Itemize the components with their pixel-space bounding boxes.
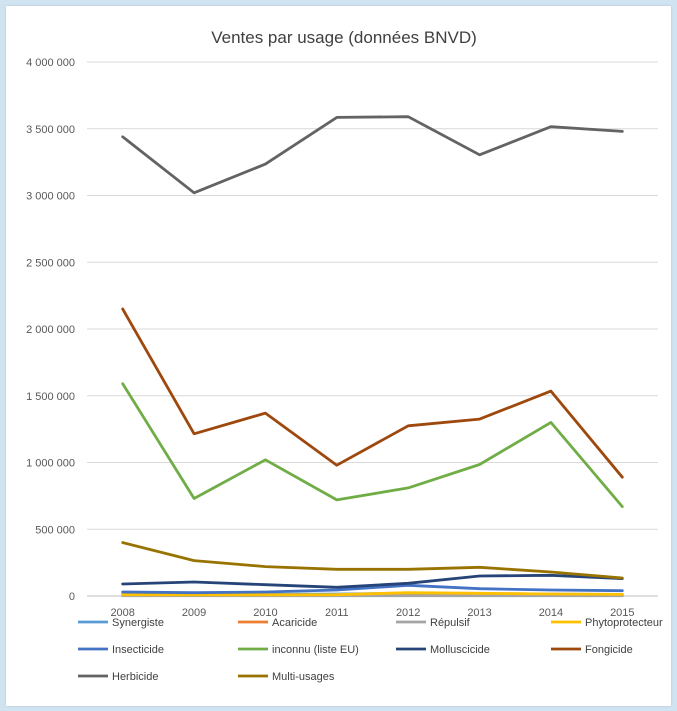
legend-label: Acaricide	[272, 617, 317, 629]
y-axis-tick-labels: 0 500 000 1 000 000 1 500 000 2 000 000 2 500…	[26, 57, 75, 603]
line-chart: Ventes par usage (données BNVD) 0 500 000…	[26, 28, 663, 683]
y-tick-label: 3 000 000	[26, 191, 75, 203]
chart-panel: Ventes par usage (données BNVD) 0 500 000…	[6, 6, 671, 706]
y-tick-label: 4 000 000	[26, 57, 75, 69]
chart-title: Ventes par usage (données BNVD)	[211, 28, 477, 47]
x-tick-label: 2011	[325, 607, 349, 619]
series-line-5	[121, 583, 624, 595]
x-tick-label: 2014	[539, 607, 563, 619]
y-tick-label: 2 000 000	[26, 324, 75, 336]
series-line-9	[121, 115, 624, 195]
legend-label: Insecticide	[112, 644, 164, 656]
x-tick-label: 2012	[396, 607, 420, 619]
series-line-7	[121, 573, 624, 589]
series-line-10	[121, 541, 624, 580]
series-line-4	[121, 591, 624, 597]
x-axis-tick-labels: 2008 2009 2010 2011 2012 2013 2014 2015	[110, 607, 634, 619]
y-tick-label: 3 500 000	[26, 124, 75, 136]
y-tick-label: 0	[69, 591, 75, 603]
x-tick-label: 2009	[182, 607, 206, 619]
series-lines	[121, 115, 624, 598]
legend-label: Répulsif	[430, 617, 471, 629]
x-tick-label: 2010	[253, 607, 277, 619]
y-tick-label: 500 000	[35, 524, 75, 536]
series-line-8	[121, 307, 624, 479]
y-tick-label: 2 500 000	[26, 257, 75, 269]
x-tick-label: 2008	[110, 607, 134, 619]
y-tick-label: 1 500 000	[26, 391, 75, 403]
legend-label: Herbicide	[112, 671, 158, 683]
legend-label: Fongicide	[585, 644, 633, 656]
legend-label: Phytoprotecteur	[585, 617, 663, 629]
legend-label: Molluscicide	[430, 644, 490, 656]
series-line-6	[121, 382, 624, 509]
gridlines	[87, 61, 658, 597]
y-tick-label: 1 000 000	[26, 458, 75, 470]
legend-label: Synergiste	[112, 617, 164, 629]
x-tick-label: 2015	[610, 607, 634, 619]
legend-label: Multi-usages	[272, 671, 335, 683]
legend: Synergiste Acaricide Répulsif Phytoprotecte…	[78, 617, 663, 683]
legend-label: inconnu (liste EU)	[272, 644, 359, 656]
x-tick-label: 2013	[467, 607, 491, 619]
